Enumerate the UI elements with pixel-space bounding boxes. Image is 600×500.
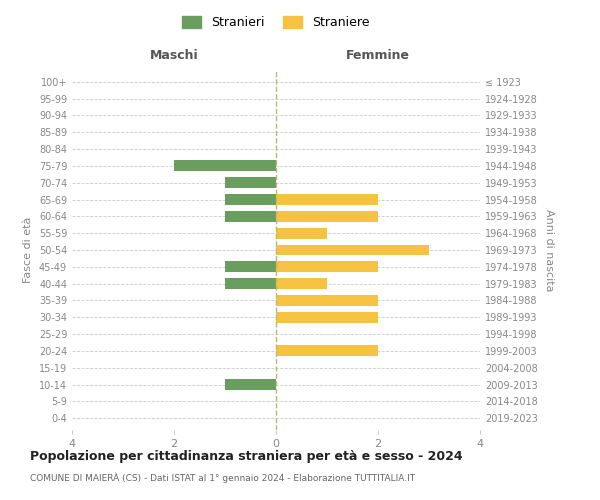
Bar: [225, 194, 276, 205]
Bar: [174, 160, 276, 172]
Bar: [276, 228, 327, 238]
Y-axis label: Fasce di età: Fasce di età: [23, 217, 33, 283]
Bar: [276, 194, 378, 205]
Text: COMUNE DI MAIERÀ (CS) - Dati ISTAT al 1° gennaio 2024 - Elaborazione TUTTITALIA.: COMUNE DI MAIERÀ (CS) - Dati ISTAT al 1°…: [30, 472, 415, 483]
Bar: [225, 278, 276, 289]
Bar: [276, 346, 378, 356]
Text: Maschi: Maschi: [149, 48, 199, 62]
Bar: [225, 379, 276, 390]
Bar: [225, 262, 276, 272]
Bar: [276, 211, 378, 222]
Bar: [276, 244, 429, 256]
Bar: [276, 295, 378, 306]
Y-axis label: Anni di nascita: Anni di nascita: [544, 209, 554, 291]
Bar: [276, 262, 378, 272]
Bar: [276, 312, 378, 323]
Text: Popolazione per cittadinanza straniera per età e sesso - 2024: Popolazione per cittadinanza straniera p…: [30, 450, 463, 463]
Bar: [276, 278, 327, 289]
Text: Femmine: Femmine: [346, 48, 410, 62]
Legend: Stranieri, Straniere: Stranieri, Straniere: [178, 11, 374, 34]
Bar: [225, 211, 276, 222]
Bar: [225, 177, 276, 188]
